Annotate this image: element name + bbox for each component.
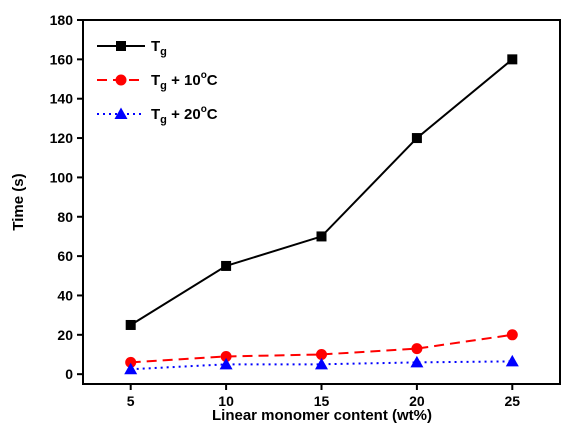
x-tick-label: 20 <box>409 393 425 409</box>
legend-marker <box>115 74 127 86</box>
data-point <box>125 319 136 330</box>
data-point <box>316 231 327 242</box>
y-tick-label: 80 <box>57 209 73 225</box>
data-point <box>315 357 328 370</box>
y-axis: 0 20 40 60 80 100 120 140 160 180 <box>50 12 83 382</box>
y-tick-label: 160 <box>50 51 74 67</box>
y-tick-label: 120 <box>50 130 74 146</box>
legend-label: Tg <box>151 38 167 58</box>
legend-marker <box>116 41 126 51</box>
data-point <box>410 355 424 368</box>
y-tick-label: 100 <box>50 169 74 185</box>
data-point <box>506 329 518 341</box>
x-tick-label: 10 <box>218 393 234 409</box>
series-line <box>130 360 513 371</box>
data-point <box>219 357 233 370</box>
data-point <box>507 54 518 65</box>
legend-label: Tg + 10oC <box>151 70 218 92</box>
y-tick-label: 180 <box>50 12 74 28</box>
data-point <box>125 356 137 368</box>
data-point <box>411 343 423 355</box>
y-axis-label: Time (s) <box>10 173 27 230</box>
legend-item: Tg <box>97 38 167 58</box>
legend: Tg Tg + 10oC Tg + 20oC <box>97 38 218 126</box>
x-tick-label: 15 <box>314 393 330 409</box>
series-3 <box>124 354 519 375</box>
y-tick-label: 40 <box>57 287 73 303</box>
y-tick-label: 0 <box>65 366 73 382</box>
series-2 <box>125 329 518 368</box>
data-point <box>220 350 232 362</box>
legend-item: Tg + 20oC <box>97 104 218 126</box>
data-point <box>221 260 232 271</box>
legend-marker <box>114 107 128 119</box>
x-tick-label: 5 <box>127 393 135 409</box>
x-axis: 5 10 15 20 25 <box>127 384 520 409</box>
y-tick-label: 60 <box>57 248 73 264</box>
data-point <box>505 354 519 367</box>
series-1 <box>125 54 518 330</box>
legend-label: Tg + 20oC <box>151 104 218 126</box>
series-layer <box>124 54 519 375</box>
data-point <box>411 133 422 144</box>
data-point <box>316 348 327 360</box>
x-tick-label: 25 <box>505 393 521 409</box>
data-point <box>124 362 138 375</box>
series-line <box>130 58 513 326</box>
y-tick-label: 20 <box>57 327 73 343</box>
legend-item: Tg + 10oC <box>97 70 218 92</box>
y-tick-label: 140 <box>50 91 74 107</box>
x-axis-label: Linear monomer content (wt%) <box>212 407 432 424</box>
